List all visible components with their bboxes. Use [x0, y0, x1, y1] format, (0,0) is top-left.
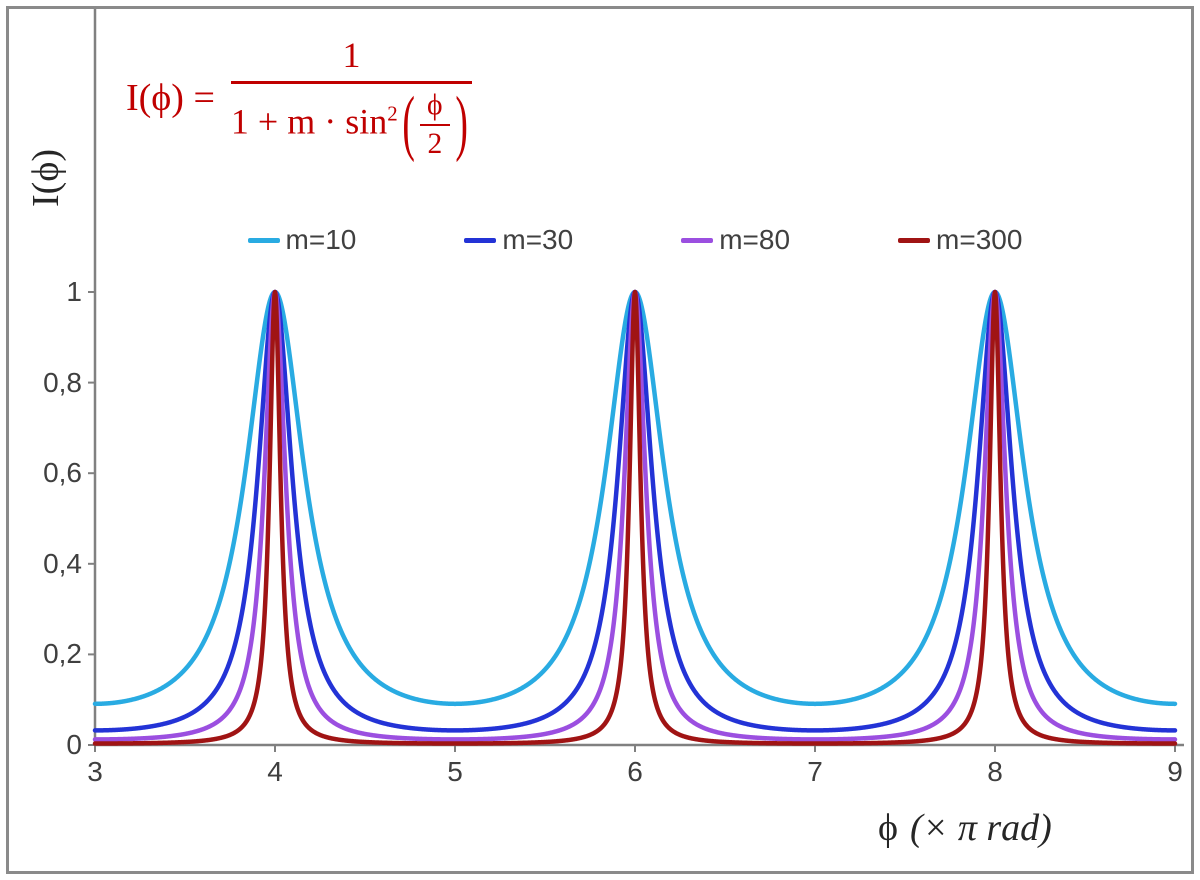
legend-item-m10: m=10 — [247, 224, 357, 256]
x-axis-title-unit: (× π rad) — [910, 807, 1052, 849]
y-tick-label: 0,4 — [43, 547, 82, 579]
x-tick-label: 9 — [1167, 756, 1183, 787]
x-tick-label: 3 — [87, 756, 103, 787]
legend-item-m80: m=80 — [681, 224, 790, 256]
legend-swatch-m30 — [464, 237, 497, 243]
formula-numerator: 1 — [230, 34, 472, 84]
x-tick-label: 6 — [627, 756, 643, 787]
x-axis-title: ϕ (× π rad) — [878, 806, 1052, 850]
legend-item-m300: m=300 — [898, 224, 1022, 256]
legend-label-m30: m=30 — [502, 224, 574, 255]
legend-swatch-m10 — [247, 237, 280, 243]
legend-item-m30: m=30 — [464, 224, 573, 256]
y-tick-label: 1 — [66, 276, 82, 307]
y-tick-label: 0,8 — [43, 366, 82, 398]
curve-m=300 — [92, 289, 1178, 746]
y-tick-label: 0,6 — [43, 457, 82, 489]
open-paren: ( — [402, 84, 415, 164]
y-tick-label: 0 — [66, 729, 82, 760]
x-tick-label: 8 — [987, 756, 1003, 787]
curve-m=30 — [92, 289, 1178, 733]
x-tick-label: 5 — [447, 756, 463, 787]
inner-numerator: ϕ — [420, 89, 450, 126]
legend: m=10 m=30 m=80 m=300 — [95, 224, 1175, 256]
legend-label-m80: m=80 — [719, 224, 791, 255]
formula-fraction: 1 1 + m · sin2(ϕ 2) — [230, 34, 472, 164]
y-tick-label: 0,2 — [43, 638, 82, 670]
inner-denominator: 2 — [427, 128, 443, 160]
legend-label-m10: m=10 — [285, 224, 357, 255]
formula-exponent: 2 — [387, 101, 398, 126]
y-axis-title: I(ϕ) — [25, 149, 67, 207]
formula-annotation: I(ϕ) = 1 1 + m · sin2(ϕ 2) — [126, 34, 472, 164]
formula-den-text: 1 + m · sin — [230, 101, 388, 142]
formula-lhs: I(ϕ) = — [126, 76, 215, 119]
legend-label-m300: m=300 — [936, 224, 1023, 255]
legend-swatch-m300 — [898, 237, 931, 243]
legend-swatch-m80 — [681, 237, 714, 243]
formula-denominator: 1 + m · sin2(ϕ 2) — [230, 84, 472, 164]
curve-m=80 — [92, 289, 1178, 742]
close-paren: ) — [455, 84, 468, 164]
x-tick-label: 7 — [807, 756, 823, 787]
x-axis-title-phi: ϕ — [878, 807, 899, 849]
x-tick-label: 4 — [267, 756, 283, 787]
